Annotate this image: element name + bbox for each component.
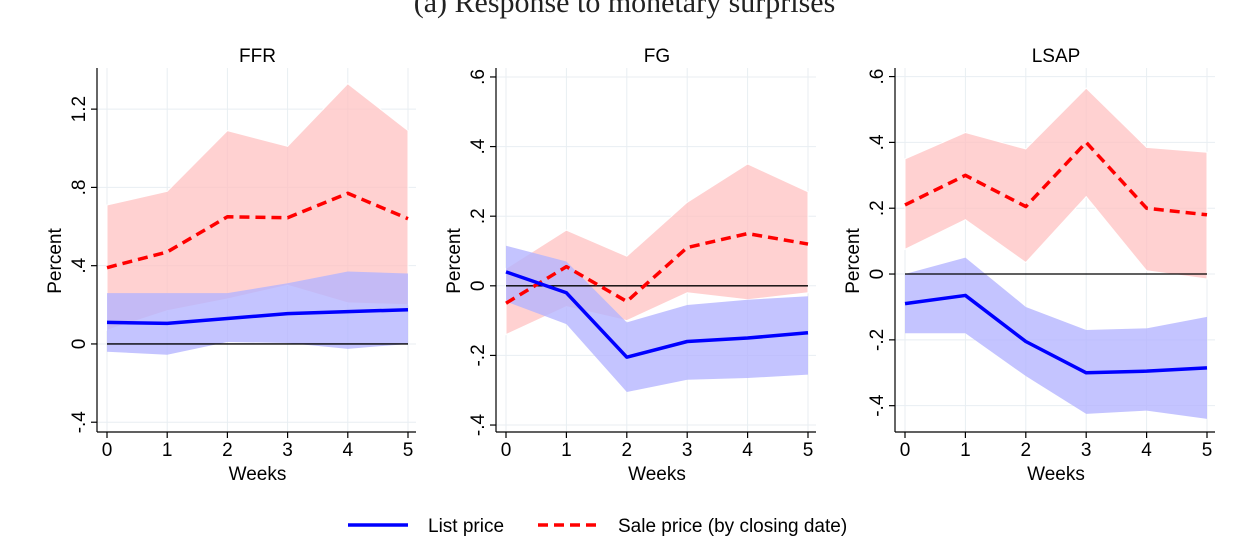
x-tick-label: 4 (742, 440, 753, 461)
y-tick-label: .4 (867, 134, 888, 150)
x-tick-label: 0 (102, 440, 113, 461)
panel-title: FG (644, 46, 670, 67)
panel-lsap: -.4 -.2 0 .2 .4 .6 0 1 2 3 4 5 LSAP Weeks Percent (843, 46, 1215, 485)
x-tick-label: 2 (222, 440, 233, 461)
ci-band-list (905, 257, 1207, 419)
series-line-sale (505, 231, 809, 305)
y-tick-label: .4 (69, 257, 90, 273)
y-tick-label: -.4 (69, 411, 90, 434)
x-tick-label: 1 (561, 440, 572, 461)
y-tick-label: .8 (69, 179, 90, 195)
series-line-sale (106, 191, 409, 270)
x-tick-label: 4 (1141, 440, 1152, 461)
x-tick-label: 2 (622, 440, 633, 461)
x-tick-label: 1 (960, 440, 971, 461)
y-axis-title: Percent (45, 228, 66, 294)
y-tick-label: -.2 (468, 344, 489, 366)
y-tick-label: .4 (468, 138, 489, 154)
x-tick-label: 5 (403, 440, 414, 461)
y-tick-label: -.4 (468, 414, 489, 437)
y-axis-title: Percent (444, 228, 465, 294)
series-line-list (106, 307, 409, 326)
y-tick-label: .2 (468, 208, 489, 224)
x-tick-label: 3 (682, 440, 693, 461)
panel-title: FFR (239, 46, 276, 67)
series-line-sale (904, 140, 1208, 217)
x-tick-label: 0 (501, 440, 512, 461)
ci-band-sale (904, 87, 1208, 280)
y-axis-title: Percent (843, 228, 864, 294)
y-tick-label: -.4 (867, 394, 888, 417)
y-tick-label: 1.2 (69, 96, 90, 122)
x-axis-title: Weeks (229, 464, 287, 485)
series-line-list (505, 270, 809, 359)
series-line-list (904, 293, 1208, 375)
y-tick-label: .6 (867, 69, 888, 85)
y-tick-label: 0 (867, 269, 888, 280)
ci-band-list (506, 245, 808, 392)
legend-label: List price (428, 516, 504, 537)
x-tick-label: 3 (282, 440, 293, 461)
panel-ffr: -.4 0 .4 .8 1.2 0 1 2 3 4 5 FFR Weeks Percent (45, 46, 416, 485)
ci-band-list (107, 271, 408, 355)
x-axis-title: Weeks (628, 464, 686, 485)
x-tick-label: 0 (900, 440, 911, 461)
y-tick-label: .2 (867, 200, 888, 216)
x-tick-label: 4 (343, 440, 354, 461)
x-tick-label: 3 (1081, 440, 1092, 461)
x-tick-label: 5 (1202, 440, 1213, 461)
y-tick-label: -.2 (867, 329, 888, 351)
panel-fg: -.4 -.2 0 .2 .4 .6 0 1 2 3 4 5 FG Weeks Percent (444, 46, 816, 485)
legend: List price Sale price (by closing date) (348, 516, 847, 537)
figure-caption: (a) Response to monetary surprises (413, 0, 836, 19)
y-tick-label: 0 (69, 339, 90, 350)
legend-label: Sale price (by closing date) (618, 516, 847, 537)
x-tick-label: 2 (1021, 440, 1032, 461)
x-tick-label: 5 (803, 440, 814, 461)
x-tick-label: 1 (162, 440, 173, 461)
y-tick-label: 0 (468, 281, 489, 292)
panel-title: LSAP (1032, 46, 1081, 67)
y-tick-label: .6 (468, 69, 489, 85)
x-axis-title: Weeks (1027, 464, 1085, 485)
